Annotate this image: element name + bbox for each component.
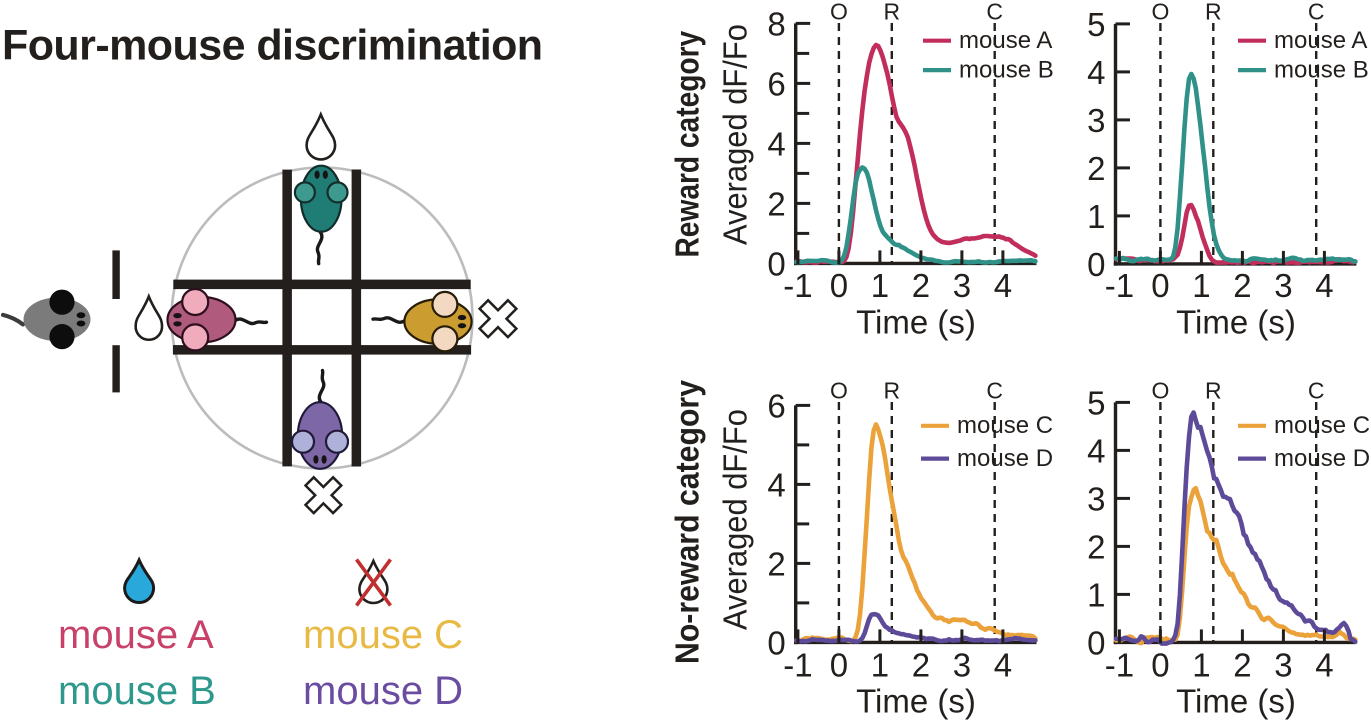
svg-text:0: 0	[830, 267, 848, 304]
svg-text:mouse C: mouse C	[303, 613, 463, 657]
svg-text:0: 0	[767, 245, 785, 282]
svg-text:O: O	[1151, 0, 1169, 25]
svg-text:8: 8	[767, 5, 785, 42]
svg-text:0: 0	[1151, 646, 1169, 683]
svg-text:-1: -1	[1105, 267, 1134, 304]
svg-text:2: 2	[912, 646, 930, 683]
svg-text:0: 0	[1087, 624, 1105, 661]
svg-text:2: 2	[1087, 150, 1105, 187]
svg-text:0: 0	[767, 624, 785, 661]
svg-text:mouse B: mouse B	[58, 669, 216, 713]
svg-text:mouse D: mouse D	[957, 445, 1053, 472]
svg-text:mouse A: mouse A	[1274, 27, 1367, 54]
svg-text:5: 5	[1087, 384, 1105, 421]
svg-text:R: R	[1205, 0, 1222, 25]
svg-text:5: 5	[1087, 6, 1105, 43]
svg-text:O: O	[830, 378, 848, 404]
svg-text:O: O	[830, 0, 848, 25]
svg-text:Time (s): Time (s)	[1176, 304, 1296, 341]
svg-text:1: 1	[1192, 267, 1210, 304]
svg-text:2: 2	[1233, 267, 1251, 304]
svg-text:mouse B: mouse B	[1274, 57, 1369, 84]
svg-text:C: C	[986, 378, 1003, 404]
svg-text:3: 3	[953, 646, 971, 683]
svg-text:2: 2	[767, 545, 785, 582]
svg-text:-1: -1	[783, 646, 812, 683]
svg-text:3: 3	[953, 267, 971, 304]
svg-text:4: 4	[994, 267, 1012, 304]
svg-text:-1: -1	[783, 267, 812, 304]
svg-text:1: 1	[871, 267, 889, 304]
svg-text:mouse C: mouse C	[1274, 412, 1370, 439]
svg-text:2: 2	[912, 267, 930, 304]
svg-text:R: R	[1205, 378, 1222, 404]
svg-text:4: 4	[1087, 432, 1105, 469]
svg-text:Time (s): Time (s)	[856, 683, 976, 720]
svg-text:3: 3	[1274, 267, 1292, 304]
svg-text:-1: -1	[1105, 646, 1134, 683]
svg-text:4: 4	[767, 466, 785, 503]
svg-text:R: R	[883, 0, 900, 25]
svg-text:1: 1	[871, 646, 889, 683]
svg-text:4: 4	[1315, 646, 1333, 683]
svg-text:3: 3	[1087, 102, 1105, 139]
svg-text:mouse C: mouse C	[957, 412, 1053, 439]
svg-text:3: 3	[1087, 480, 1105, 517]
svg-text:2: 2	[767, 185, 785, 222]
svg-text:C: C	[1308, 0, 1325, 25]
svg-text:3: 3	[1274, 646, 1292, 683]
svg-text:Time (s): Time (s)	[1176, 683, 1296, 720]
svg-text:No-reward category: No-reward category	[668, 380, 706, 664]
svg-text:Averaged dF/Fo: Averaged dF/Fo	[717, 24, 754, 245]
svg-text:mouse A: mouse A	[58, 613, 214, 657]
svg-text:1: 1	[1087, 198, 1105, 235]
svg-text:0: 0	[1087, 246, 1105, 283]
svg-text:4: 4	[994, 646, 1012, 683]
svg-text:C: C	[1308, 378, 1325, 404]
svg-text:1: 1	[1087, 576, 1105, 613]
svg-text:2: 2	[1233, 646, 1251, 683]
svg-text:O: O	[1151, 378, 1169, 404]
svg-text:4: 4	[767, 125, 785, 162]
svg-text:C: C	[986, 0, 1003, 25]
svg-text:Averaged dF/Fo: Averaged dF/Fo	[717, 409, 754, 630]
svg-text:mouse D: mouse D	[1274, 445, 1370, 472]
svg-text:2: 2	[1087, 528, 1105, 565]
svg-text:mouse A: mouse A	[959, 27, 1052, 54]
svg-text:0: 0	[830, 646, 848, 683]
svg-text:0: 0	[1151, 267, 1169, 304]
svg-text:6: 6	[767, 65, 785, 102]
svg-text:Time (s): Time (s)	[856, 304, 976, 341]
svg-text:4: 4	[1315, 267, 1333, 304]
svg-text:Four-mouse discrimination: Four-mouse discrimination	[2, 22, 543, 70]
svg-text:6: 6	[767, 387, 785, 424]
svg-text:R: R	[883, 378, 900, 404]
svg-text:4: 4	[1087, 54, 1105, 91]
svg-text:1: 1	[1192, 646, 1210, 683]
svg-text:mouse D: mouse D	[303, 669, 463, 713]
svg-text:Reward category: Reward category	[668, 30, 706, 257]
svg-text:mouse B: mouse B	[959, 57, 1054, 84]
